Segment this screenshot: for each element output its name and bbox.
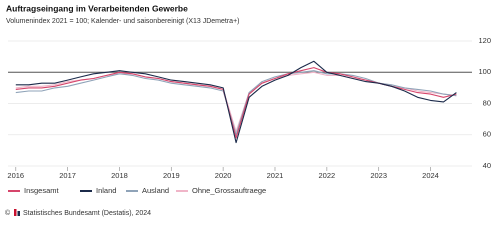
source: Statistisches Bundesamt (Destatis), 2024 (23, 210, 151, 217)
series-line (15, 60, 457, 144)
legend-label: Inland (96, 186, 116, 195)
x-tick-label: 2021 (267, 171, 284, 180)
copyright-sign: © (5, 209, 11, 217)
chart: Auftragseingang im Verarbeitenden Gewerb… (5, 3, 491, 217)
y-tick-label: 80 (483, 98, 491, 107)
x-tick-label: 2020 (215, 171, 232, 180)
y-tick-label: 120 (478, 36, 491, 45)
legend-label: Ausland (142, 186, 169, 195)
logo-bar (17, 211, 20, 216)
chart-title: Auftragseingang im Verarbeitenden Gewerb… (6, 3, 188, 13)
legend-label: Insgesamt (24, 186, 60, 195)
series-line (15, 67, 457, 139)
chart-subtitle: Volumenindex 2021 = 100; Kalender- und s… (6, 18, 239, 25)
logo-bar (14, 209, 17, 216)
y-tick-label: 40 (483, 161, 491, 170)
x-tick-label: 2023 (370, 171, 387, 180)
x-tick-label: 2018 (111, 171, 128, 180)
x-tick-label: 2016 (7, 171, 24, 180)
legend-label: Ohne_Grossauftraege (192, 186, 266, 195)
x-tick-label: 2024 (422, 171, 439, 180)
x-tick-label: 2022 (318, 171, 335, 180)
source-logo: © (5, 209, 20, 217)
series-line (15, 71, 457, 133)
x-tick-label: 2017 (59, 171, 76, 180)
y-tick-label: 100 (478, 67, 491, 76)
y-tick-label: 60 (483, 130, 491, 139)
x-tick-label: 2019 (163, 171, 180, 180)
